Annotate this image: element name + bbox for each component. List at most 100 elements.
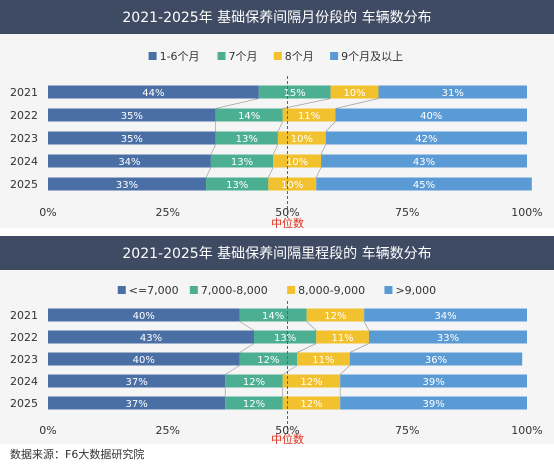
bar-segment xyxy=(48,352,240,366)
data-label: 31% xyxy=(442,88,464,99)
data-source-note: 数据来源：F6大数据研究院 xyxy=(10,448,145,461)
bar-segment xyxy=(48,330,254,344)
bar-segment xyxy=(325,131,527,145)
bar-segment xyxy=(48,177,207,191)
bar-segment xyxy=(330,85,379,99)
x-tick-label: 50% xyxy=(275,424,299,437)
legend-label: 8,000-9,000 xyxy=(298,284,365,297)
connector-line xyxy=(296,343,317,353)
bar-segment xyxy=(282,108,336,122)
bar-segment xyxy=(239,352,298,366)
legend-swatch xyxy=(148,52,157,60)
data-label: 10% xyxy=(281,180,303,191)
bar-segment xyxy=(48,396,226,410)
bar-segment xyxy=(277,131,326,145)
data-label: 10% xyxy=(291,134,313,145)
category-label: 2022 xyxy=(10,109,38,122)
bar-segment xyxy=(225,374,283,388)
category-label: 2024 xyxy=(10,155,38,168)
bar-segment xyxy=(340,396,527,410)
x-tick-label: 100% xyxy=(511,424,542,437)
bar-segment xyxy=(258,85,331,99)
legend-label: 1-6个月 xyxy=(160,50,200,63)
x-tick-label: 75% xyxy=(395,424,419,437)
legend-swatch xyxy=(217,52,226,60)
data-label: 37% xyxy=(125,377,147,388)
connector-line xyxy=(282,365,298,375)
legend-swatch xyxy=(384,286,393,294)
x-tick-label: 100% xyxy=(511,206,542,219)
x-tick-label: 75% xyxy=(395,206,419,219)
bar-segment xyxy=(340,374,527,388)
data-label: 13% xyxy=(274,333,296,344)
median-label: 中位数 xyxy=(271,432,304,444)
data-label: 44% xyxy=(142,88,164,99)
data-label: 40% xyxy=(420,111,442,122)
bar-segment xyxy=(349,352,523,366)
legend-swatch xyxy=(287,286,296,294)
data-label: 13% xyxy=(226,180,248,191)
category-label: 2021 xyxy=(10,86,38,99)
data-label: 12% xyxy=(300,399,322,410)
connector-line xyxy=(315,167,322,178)
data-label: 10% xyxy=(286,157,308,168)
legend-swatch xyxy=(273,52,282,60)
connector-line xyxy=(239,321,255,331)
data-label: 36% xyxy=(425,355,447,366)
legend-label: 7,000-8,000 xyxy=(201,284,268,297)
category-label: 2021 xyxy=(10,309,38,322)
bar-segment xyxy=(239,308,307,322)
bar-segment xyxy=(321,154,527,168)
bar-segment xyxy=(378,85,527,99)
bar-segment xyxy=(297,352,350,366)
data-label: 15% xyxy=(284,88,306,99)
data-label: 14% xyxy=(238,111,260,122)
legend-swatch xyxy=(117,286,126,294)
x-tick-label: 25% xyxy=(156,424,180,437)
connector-line xyxy=(239,343,255,353)
bar-segment xyxy=(48,154,211,168)
chart-panel-month: 2021-2025年 基础保养间隔月份段的 车辆数分布 1-6个月 7个月 8个月 9… xyxy=(0,0,554,228)
data-label: 43% xyxy=(140,333,162,344)
legend-label: >9,000 xyxy=(395,284,436,297)
data-label: 10% xyxy=(343,88,365,99)
connector-line xyxy=(339,365,351,375)
bar-segment xyxy=(368,330,527,344)
data-label: 45% xyxy=(413,180,435,191)
connector-line xyxy=(272,144,279,155)
bar-segment xyxy=(215,108,283,122)
connector-line xyxy=(215,98,259,109)
data-label: 43% xyxy=(413,157,435,168)
bar-segment xyxy=(48,85,259,99)
bar-segment xyxy=(316,330,369,344)
connector-line xyxy=(306,321,317,331)
bar-segment xyxy=(215,131,278,145)
mileage-stacked-bar-chart: <=7,000 7,000-8,000 8,000-9,000 >9,000 2021 4… xyxy=(10,284,543,444)
data-label: 11% xyxy=(331,333,353,344)
connector-line xyxy=(325,121,336,132)
data-label: 34% xyxy=(118,157,140,168)
category-label: 2025 xyxy=(10,397,38,410)
data-label: 40% xyxy=(133,355,155,366)
bar-segment xyxy=(253,330,317,344)
connector-line xyxy=(349,343,370,353)
bar-segment xyxy=(206,177,269,191)
bar-segment xyxy=(48,131,216,145)
x-tick-label: 50% xyxy=(275,206,299,219)
month-stacked-bar-chart: 1-6个月 7个月 8个月 9个月及以上 2021 44% 15% 10% 31% 2022 35%… xyxy=(10,50,543,228)
legend-label: 8个月 xyxy=(285,50,314,63)
connector-line xyxy=(225,365,240,375)
bar-segment xyxy=(273,154,322,168)
connector-line xyxy=(210,144,216,155)
data-label: 33% xyxy=(116,180,138,191)
legend-swatch xyxy=(189,286,198,294)
x-tick-label: 0% xyxy=(39,206,56,219)
connector-line xyxy=(320,144,327,155)
data-label: 39% xyxy=(422,377,444,388)
connector-line xyxy=(335,98,379,109)
data-label: 11% xyxy=(298,111,320,122)
bar-segment xyxy=(316,177,532,191)
data-label: 35% xyxy=(121,134,143,145)
data-label: 12% xyxy=(324,311,346,322)
connector-line xyxy=(282,98,331,109)
